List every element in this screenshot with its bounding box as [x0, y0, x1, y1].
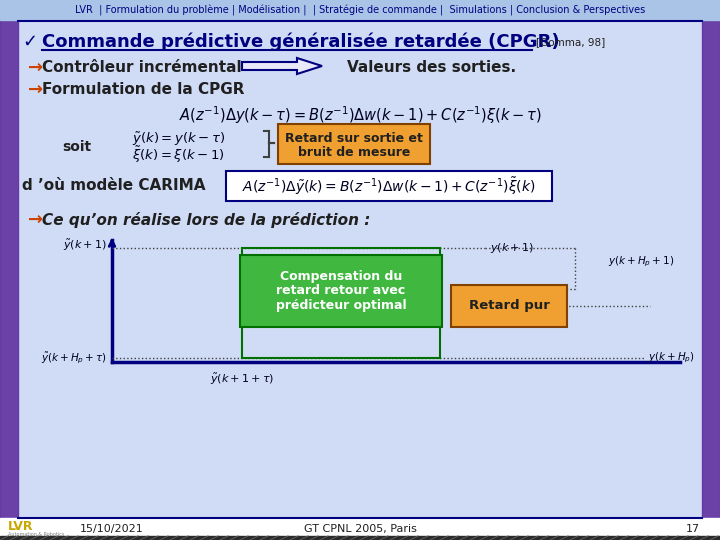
Text: Contrôleur incrémental: Contrôleur incrémental — [42, 60, 242, 76]
Text: LVR: LVR — [8, 519, 34, 532]
Text: $\tilde{y}(k+1+\tau)$: $\tilde{y}(k+1+\tau)$ — [210, 372, 274, 387]
Text: Retard pur: Retard pur — [469, 300, 549, 313]
Text: $\tilde{y}(k+1)$: $\tilde{y}(k+1)$ — [63, 238, 107, 253]
Text: $\tilde{\xi}(k) = \xi(k-1)$: $\tilde{\xi}(k) = \xi(k-1)$ — [132, 145, 225, 165]
Text: $y(k+H_p)$: $y(k+H_p)$ — [648, 351, 695, 365]
Bar — [0, 0, 720, 20]
Text: →: → — [28, 81, 43, 99]
Polygon shape — [702, 0, 720, 540]
Text: 17: 17 — [686, 524, 700, 534]
Text: soit: soit — [62, 140, 91, 154]
Text: prédicteur optimal: prédicteur optimal — [276, 300, 406, 313]
Text: $y(k+H_p+1)$: $y(k+H_p+1)$ — [608, 255, 675, 269]
Polygon shape — [0, 0, 18, 540]
Text: LVR  | Formulation du problème | Modélisation |  | Stratégie de commande |  Simu: LVR | Formulation du problème | Modélisa… — [75, 4, 645, 16]
Text: $\tilde{y}(k+H_p+\tau)$: $\tilde{y}(k+H_p+\tau)$ — [41, 350, 107, 366]
Text: Compensation du: Compensation du — [280, 269, 402, 282]
Text: retard retour avec: retard retour avec — [276, 285, 405, 298]
Text: Automation & Robotics: Automation & Robotics — [8, 531, 64, 537]
Text: $A(z^{-1})\Delta\tilde{y}(k) = B(z^{-1})\Delta w(k-1)+C(z^{-1})\tilde{\xi}(k)$: $A(z^{-1})\Delta\tilde{y}(k) = B(z^{-1})… — [243, 175, 536, 197]
Text: Ce qu’on réalise lors de la prédiction :: Ce qu’on réalise lors de la prédiction : — [42, 212, 370, 228]
FancyBboxPatch shape — [240, 255, 442, 327]
Text: Valeurs des sorties.: Valeurs des sorties. — [347, 60, 516, 76]
Text: Retard sur sortie et: Retard sur sortie et — [285, 132, 423, 145]
FancyBboxPatch shape — [278, 124, 430, 164]
FancyBboxPatch shape — [226, 171, 552, 201]
Bar — [0, 518, 720, 540]
Text: →: → — [28, 59, 43, 77]
Text: d ’où modèle CARIMA: d ’où modèle CARIMA — [22, 178, 205, 192]
FancyBboxPatch shape — [451, 285, 567, 327]
Text: [Gomma, 98]: [Gomma, 98] — [536, 37, 606, 47]
Bar — [0, 536, 720, 540]
Text: $y(k+1)$: $y(k+1)$ — [490, 241, 534, 255]
Text: GT CPNL 2005, Paris: GT CPNL 2005, Paris — [304, 524, 416, 534]
Text: $\tilde{y}(k) = y(k-\tau)$: $\tilde{y}(k) = y(k-\tau)$ — [132, 130, 225, 148]
Text: Commande prédictive généralisée retardée (CPGR): Commande prédictive généralisée retardée… — [42, 33, 559, 51]
Text: ✓: ✓ — [22, 33, 37, 51]
Text: →: → — [28, 211, 43, 229]
Text: $A(z^{-1})\Delta y(k-\tau) = B(z^{-1})\Delta w(k-1)+C(z^{-1})\xi(k-\tau)$: $A(z^{-1})\Delta y(k-\tau) = B(z^{-1})\D… — [179, 104, 541, 126]
Text: Formulation de la CPGR: Formulation de la CPGR — [42, 83, 245, 98]
Polygon shape — [242, 58, 322, 74]
Text: 15/10/2021: 15/10/2021 — [80, 524, 144, 534]
Text: bruit de mesure: bruit de mesure — [298, 145, 410, 159]
